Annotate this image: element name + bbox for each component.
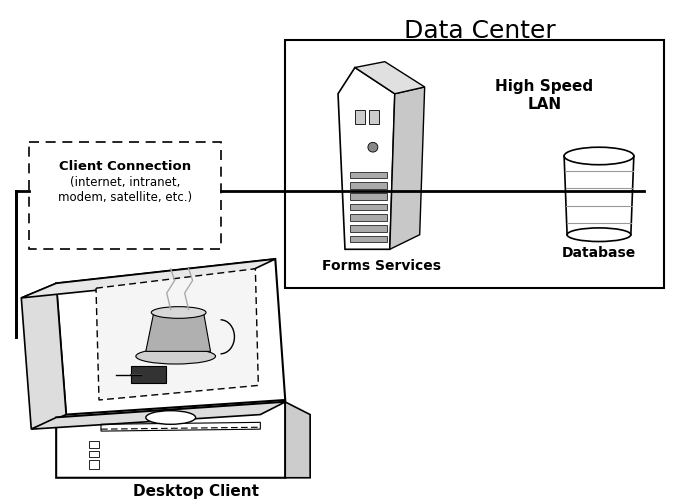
Polygon shape bbox=[355, 110, 365, 124]
Polygon shape bbox=[31, 402, 285, 429]
Polygon shape bbox=[96, 269, 258, 400]
Polygon shape bbox=[56, 259, 285, 414]
Text: Database: Database bbox=[562, 246, 636, 261]
Ellipse shape bbox=[567, 228, 631, 241]
Polygon shape bbox=[350, 171, 387, 178]
Polygon shape bbox=[350, 193, 387, 200]
Polygon shape bbox=[131, 366, 166, 383]
Polygon shape bbox=[369, 110, 379, 124]
Polygon shape bbox=[564, 156, 634, 234]
Polygon shape bbox=[21, 284, 66, 429]
Polygon shape bbox=[56, 402, 285, 478]
Polygon shape bbox=[21, 259, 276, 298]
Text: Desktop Client: Desktop Client bbox=[132, 483, 258, 498]
Ellipse shape bbox=[564, 147, 634, 165]
Text: Data Center: Data Center bbox=[404, 19, 555, 43]
Text: (internet, intranet,
modem, satellite, etc.): (internet, intranet, modem, satellite, e… bbox=[58, 176, 192, 204]
Polygon shape bbox=[350, 214, 387, 221]
Text: High Speed
LAN: High Speed LAN bbox=[495, 79, 593, 112]
Polygon shape bbox=[89, 441, 99, 447]
Text: Client Connection: Client Connection bbox=[59, 160, 191, 173]
Polygon shape bbox=[355, 62, 424, 94]
Polygon shape bbox=[285, 402, 310, 478]
Ellipse shape bbox=[136, 349, 216, 364]
Polygon shape bbox=[350, 225, 387, 232]
Polygon shape bbox=[338, 68, 395, 249]
Text: Forms Services: Forms Services bbox=[322, 259, 442, 273]
Ellipse shape bbox=[368, 142, 378, 152]
Ellipse shape bbox=[152, 307, 206, 318]
Polygon shape bbox=[146, 313, 211, 351]
Polygon shape bbox=[89, 450, 99, 457]
Polygon shape bbox=[350, 182, 387, 189]
Polygon shape bbox=[350, 235, 387, 242]
Polygon shape bbox=[390, 87, 424, 249]
Polygon shape bbox=[350, 203, 387, 210]
Ellipse shape bbox=[146, 411, 196, 424]
Polygon shape bbox=[89, 460, 99, 469]
